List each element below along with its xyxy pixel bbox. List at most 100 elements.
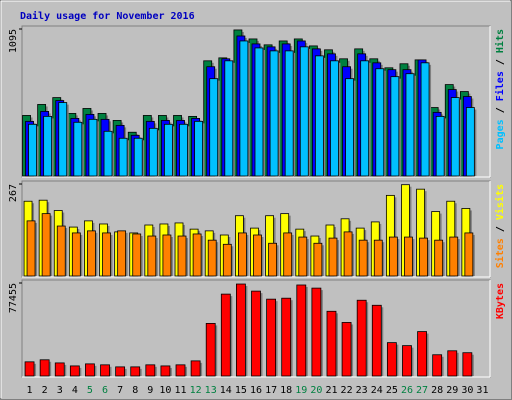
bar xyxy=(41,213,51,277)
bar xyxy=(432,354,443,377)
bar xyxy=(175,364,186,377)
bar xyxy=(102,232,111,277)
bar xyxy=(85,363,95,377)
bar xyxy=(402,345,412,377)
bar xyxy=(132,233,142,277)
bar xyxy=(164,123,173,177)
bar xyxy=(298,236,308,277)
bar xyxy=(43,115,53,177)
x-tick-label: 23 xyxy=(356,385,368,396)
x-tick-label: 29 xyxy=(446,385,458,396)
bar xyxy=(462,352,473,377)
x-tick-label: 30 xyxy=(461,385,473,396)
bar xyxy=(326,310,337,377)
bar xyxy=(254,47,264,177)
y-tick-label: 1095 xyxy=(8,29,19,53)
bar xyxy=(58,102,68,177)
x-tick-label: 11 xyxy=(174,385,186,396)
x-tick-label: 24 xyxy=(371,385,383,396)
bar xyxy=(236,283,246,377)
bar xyxy=(238,232,247,277)
bar xyxy=(405,73,415,177)
bar xyxy=(220,293,231,377)
bar xyxy=(207,239,217,277)
bar xyxy=(130,366,141,377)
bar xyxy=(100,364,110,377)
bar xyxy=(311,287,322,377)
bar xyxy=(328,237,338,277)
bar xyxy=(420,62,430,177)
legend-entry: Visits xyxy=(494,184,506,220)
bar xyxy=(386,342,397,377)
bar xyxy=(224,60,234,177)
bar xyxy=(360,60,370,177)
x-tick-label: 18 xyxy=(280,385,292,396)
bar xyxy=(390,76,400,177)
x-tick-label: 16 xyxy=(250,385,262,396)
bar xyxy=(266,298,276,377)
bar xyxy=(56,225,66,277)
y-tick-label: 77455 xyxy=(8,283,19,313)
bar xyxy=(281,297,292,377)
bar xyxy=(450,97,460,177)
x-tick-label: 5 xyxy=(87,385,93,396)
bar xyxy=(313,242,323,277)
legend-entry: Pages xyxy=(495,119,506,149)
legend-separator: / xyxy=(495,220,506,238)
legend-separator: / xyxy=(495,53,506,71)
bar xyxy=(345,78,354,177)
bar xyxy=(222,243,232,277)
bar xyxy=(283,232,293,277)
legend: Pages / Files / Hits xyxy=(494,29,506,149)
x-tick-label: 12 xyxy=(190,385,202,396)
x-tick-label: 26 xyxy=(401,385,413,396)
x-tick-label: 1 xyxy=(27,385,33,396)
legend: KBytes xyxy=(495,283,506,319)
x-tick-label: 9 xyxy=(147,385,153,396)
bar xyxy=(160,365,171,377)
bar xyxy=(434,239,444,277)
y-tick-label: 267 xyxy=(8,184,19,202)
x-tick-label: 14 xyxy=(220,385,232,396)
bar xyxy=(54,362,65,377)
bar xyxy=(343,231,353,277)
legend-entry: Files xyxy=(494,71,506,101)
legend-separator: / xyxy=(495,101,506,119)
legend-entry: Hits xyxy=(494,29,506,53)
bar xyxy=(251,290,261,377)
x-tick-label: 28 xyxy=(431,385,443,396)
bar xyxy=(358,239,368,277)
bar xyxy=(209,78,219,177)
x-tick-label: 4 xyxy=(72,385,78,396)
bar xyxy=(87,230,96,277)
bar xyxy=(239,40,249,177)
bar xyxy=(115,366,126,377)
x-tick-label: 31 xyxy=(476,385,488,396)
bar xyxy=(314,55,324,177)
x-tick-label: 19 xyxy=(295,385,307,396)
x-tick-label: 25 xyxy=(386,385,398,396)
bar xyxy=(356,299,367,377)
bar xyxy=(73,121,83,177)
x-tick-label: 7 xyxy=(117,385,123,396)
bar xyxy=(192,233,202,277)
bar xyxy=(39,359,50,377)
x-tick-label: 2 xyxy=(42,385,48,396)
bar xyxy=(71,232,81,277)
bar xyxy=(299,46,309,177)
bar xyxy=(190,360,201,377)
x-tick-label: 22 xyxy=(341,385,353,396)
bar xyxy=(465,107,475,177)
bar xyxy=(179,123,188,177)
bar xyxy=(162,234,172,277)
bar xyxy=(205,323,216,377)
bar xyxy=(284,50,294,177)
bar xyxy=(118,137,128,177)
bar xyxy=(375,68,385,177)
legend-entry: Sites xyxy=(494,238,506,268)
bar xyxy=(133,137,143,177)
bar xyxy=(464,232,474,277)
bar xyxy=(147,235,157,277)
x-tick-label: 20 xyxy=(310,385,322,396)
